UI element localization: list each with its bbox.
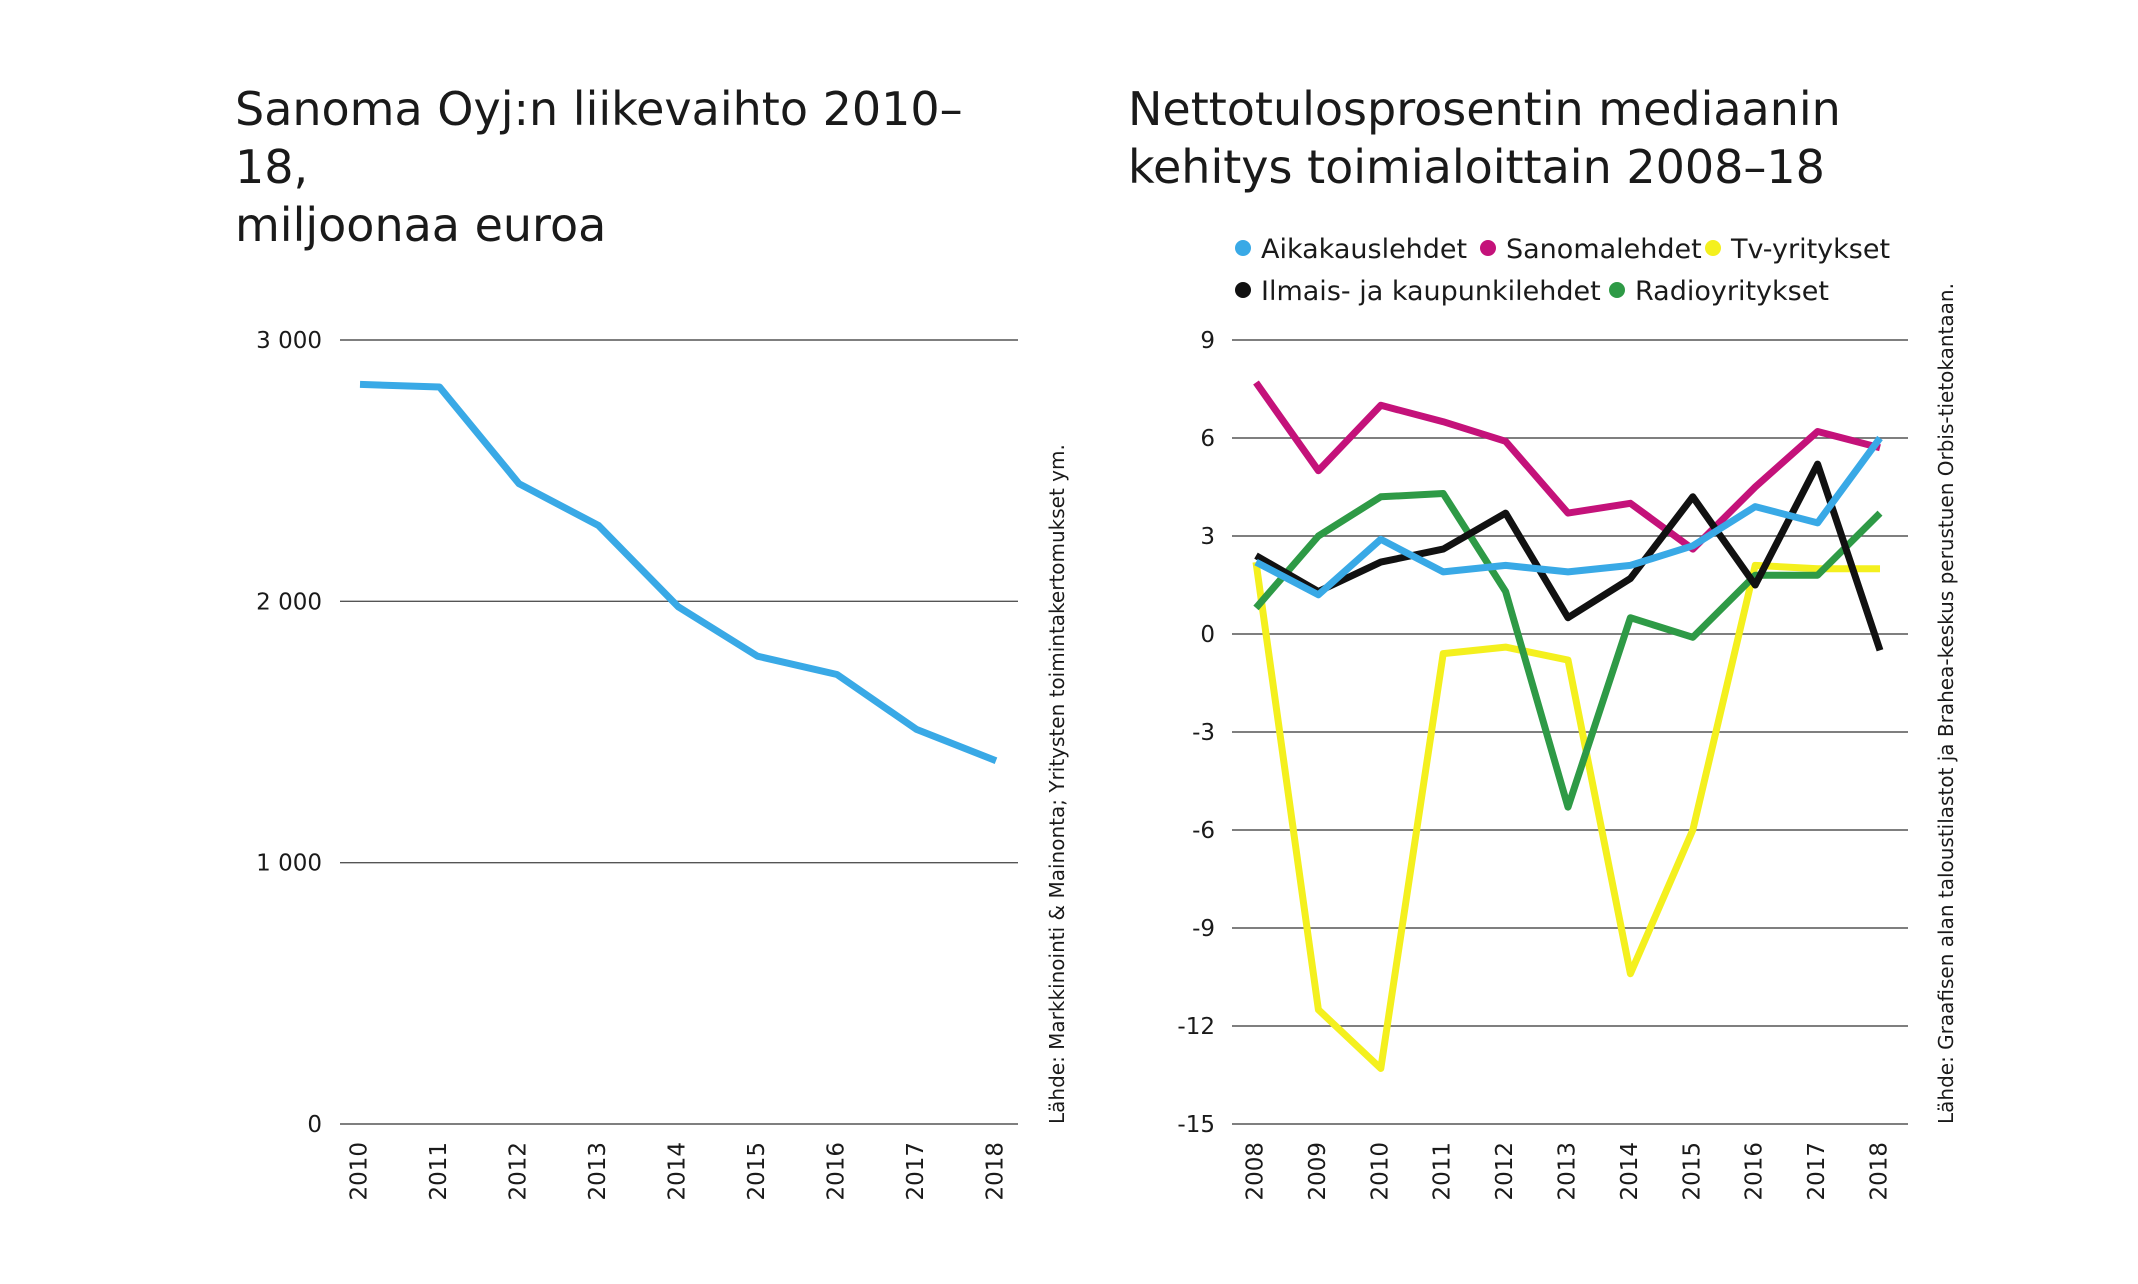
source-note: Lähde: Graafisen alan taloustilastot ja … (1934, 283, 1958, 1124)
x-tick-label: 2012 (1492, 1142, 1518, 1201)
x-tick-label: 2010 (1367, 1142, 1393, 1201)
legend-item: Ilmais- ja kaupunkilehdet (1235, 276, 1601, 307)
y-tick-label: 3 (1200, 524, 1215, 550)
chart1-title: Sanoma Oyj:n liikevaihto 2010–18, miljoo… (235, 82, 963, 252)
series-line (1252, 561, 1880, 1072)
x-tick-label: 2018 (1867, 1142, 1893, 1201)
x-tick-label: 2012 (506, 1142, 532, 1201)
y-tick-label: -9 (1192, 916, 1215, 942)
legend-label: Aikakauslehdet (1261, 234, 1467, 265)
x-tick-label: 2008 (1243, 1142, 1269, 1201)
x-tick-label: 2013 (1555, 1142, 1581, 1201)
legend-marker (1235, 282, 1251, 298)
legend-marker (1235, 240, 1251, 256)
y-tick-label: 1 000 (256, 851, 322, 877)
chart2-title: Nettotulosprosentin mediaanin kehitys to… (1128, 82, 1841, 194)
chart2-net-margin: -15 -12 -9 -6 -3 0 3 6 9 2008 2009 2010 2011 2012 2013… (1177, 234, 1958, 1201)
legend-marker (1609, 282, 1625, 298)
y-tick-label: 0 (307, 1112, 322, 1138)
legend-item: Aikakauslehdet (1235, 234, 1467, 265)
series-line (1254, 460, 1884, 652)
x-tick-label: 2009 (1305, 1142, 1331, 1201)
x-tick-label: 2017 (903, 1142, 929, 1201)
x-tick-label: 2013 (585, 1142, 611, 1201)
x-tick-label: 2011 (426, 1142, 452, 1201)
y-tick-label: 0 (1200, 622, 1215, 648)
x-tick-label: 2014 (1617, 1142, 1643, 1201)
legend-marker (1480, 240, 1496, 256)
x-tick-label: 2015 (744, 1142, 770, 1201)
series-line (359, 380, 998, 764)
legend-label: Radioyritykset (1635, 276, 1829, 307)
x-tick-label: 2014 (665, 1142, 691, 1201)
y-tick-label: -15 (1177, 1112, 1215, 1138)
legend-label: Sanomalehdet (1506, 234, 1702, 265)
x-tick-label: 2011 (1430, 1142, 1456, 1201)
chart1-revenue: 0 1 000 2 000 3 000 2010 2011 2012 2013 2014 2015… (256, 328, 1069, 1201)
y-tick-label: -6 (1192, 818, 1215, 844)
x-tick-label: 2018 (983, 1142, 1009, 1201)
legend-item: Radioyritykset (1609, 276, 1829, 307)
y-tick-label: 6 (1200, 426, 1215, 452)
series-line (1254, 435, 1883, 599)
y-tick-label: -3 (1192, 720, 1215, 746)
legend-item: Tv-yritykset (1705, 234, 1890, 265)
x-tick-label: 2016 (1742, 1142, 1768, 1201)
legend-label: Ilmais- ja kaupunkilehdet (1261, 276, 1601, 307)
y-tick-label: 3 000 (256, 328, 322, 354)
x-tick-label: 2016 (824, 1142, 850, 1201)
legend-label: Tv-yritykset (1730, 234, 1890, 265)
legend-marker (1705, 240, 1721, 256)
y-tick-label: 2 000 (256, 589, 322, 615)
series-line (1253, 490, 1883, 811)
x-tick-label: 2017 (1804, 1142, 1830, 1201)
source-note: Lähde: Markkinointi & Mainonta; Yrityste… (1045, 444, 1069, 1124)
x-tick-label: 2015 (1679, 1142, 1705, 1201)
y-tick-label: -12 (1177, 1014, 1215, 1040)
y-tick-label: 9 (1200, 328, 1215, 354)
legend-item: Sanomalehdet (1480, 234, 1702, 265)
series-line (1253, 380, 1881, 553)
x-tick-label: 2010 (347, 1142, 373, 1201)
